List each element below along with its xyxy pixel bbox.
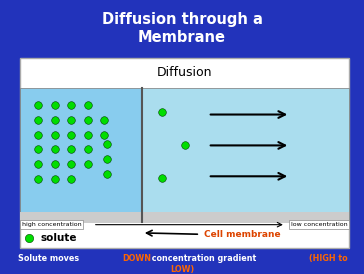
- Bar: [20, 58, 349, 248]
- Text: (HIGH to: (HIGH to: [309, 255, 348, 263]
- Text: Diffusion through a
Membrane: Diffusion through a Membrane: [102, 12, 262, 45]
- Text: low concentration: low concentration: [291, 222, 348, 227]
- Bar: [142, 88, 349, 222]
- Text: concentration gradient: concentration gradient: [149, 255, 259, 263]
- Text: Cell membrane: Cell membrane: [204, 230, 281, 239]
- Text: high concentration: high concentration: [22, 222, 82, 227]
- Text: DOWN: DOWN: [122, 255, 151, 263]
- Bar: [20, 212, 349, 223]
- Text: LOW): LOW): [170, 266, 194, 274]
- Text: Solute moves: Solute moves: [18, 255, 82, 263]
- Bar: [20, 88, 142, 222]
- Text: solute: solute: [40, 233, 76, 243]
- Text: Diffusion: Diffusion: [157, 66, 213, 79]
